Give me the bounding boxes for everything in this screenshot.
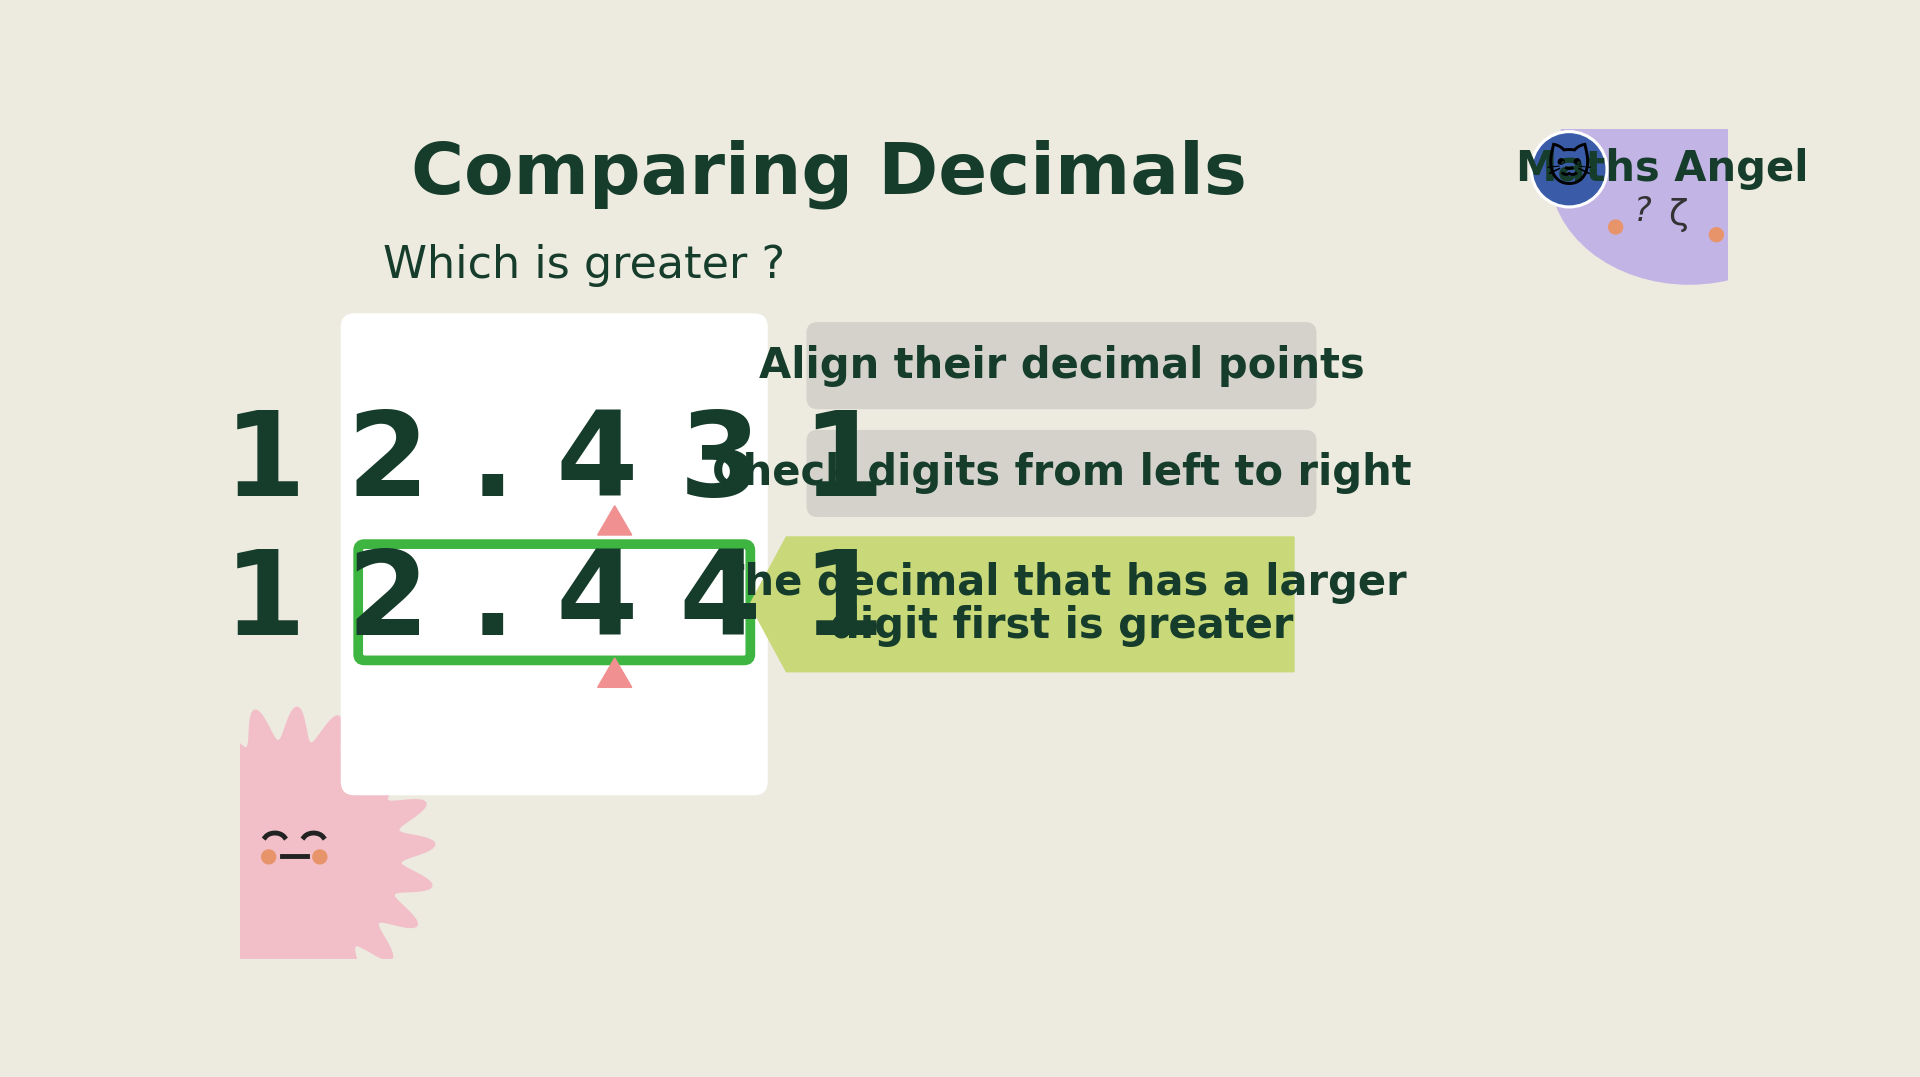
Text: ζ: ζ xyxy=(1668,198,1688,233)
Polygon shape xyxy=(138,708,434,1002)
Circle shape xyxy=(1709,228,1724,241)
Circle shape xyxy=(1534,134,1605,205)
Circle shape xyxy=(261,850,276,864)
FancyBboxPatch shape xyxy=(359,544,751,660)
Circle shape xyxy=(1609,220,1622,234)
Circle shape xyxy=(1530,130,1607,208)
Text: 1 2 . 4 3 1: 1 2 . 4 3 1 xyxy=(225,406,885,521)
FancyBboxPatch shape xyxy=(340,313,768,795)
Text: Check digits from left to right: Check digits from left to right xyxy=(712,452,1411,494)
Text: Which is greater ?: Which is greater ? xyxy=(384,244,785,288)
Circle shape xyxy=(313,850,326,864)
Polygon shape xyxy=(597,658,632,687)
Text: 1 2 . 4 4 1: 1 2 . 4 4 1 xyxy=(225,545,885,660)
FancyBboxPatch shape xyxy=(806,430,1317,517)
Text: The decimal that has a larger: The decimal that has a larger xyxy=(716,562,1407,604)
Text: digit first is greater: digit first is greater xyxy=(829,605,1294,647)
Text: ?: ? xyxy=(1634,195,1651,228)
Text: Align their decimal points: Align their decimal points xyxy=(758,345,1365,387)
Polygon shape xyxy=(597,506,632,535)
Text: Comparing Decimals: Comparing Decimals xyxy=(411,140,1246,209)
Ellipse shape xyxy=(1549,61,1828,284)
Text: 🐱: 🐱 xyxy=(1546,148,1592,191)
Polygon shape xyxy=(751,537,1294,672)
FancyBboxPatch shape xyxy=(806,322,1317,409)
Text: Maths Angel: Maths Angel xyxy=(1517,149,1809,191)
